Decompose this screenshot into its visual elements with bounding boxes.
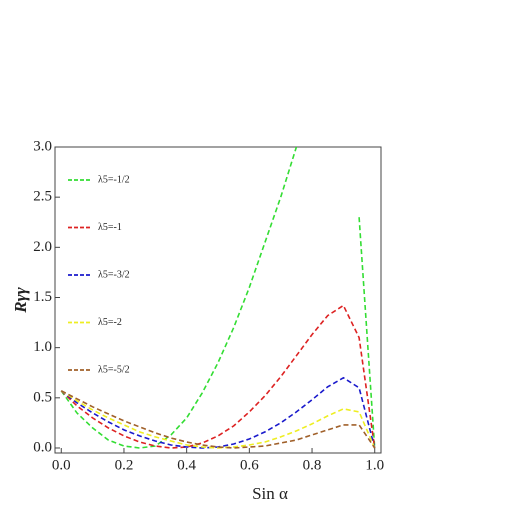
y-tick-label: 2.5: [33, 189, 52, 205]
x-tick-label: 0.2: [115, 457, 134, 473]
y-tick-label: 1.0: [33, 339, 52, 355]
y-tick-label: 2.0: [33, 239, 52, 255]
y-axis-label: Rγγ: [11, 286, 30, 313]
series-line: [60, 390, 376, 449]
series-line: [60, 390, 376, 449]
x-tick-label: 0.6: [240, 457, 259, 473]
plot-frame: [54, 146, 382, 454]
plot-lines: [60, 147, 376, 449]
legend-label: λ5=-1/2: [98, 174, 130, 185]
y-tick-label: 1.5: [33, 289, 52, 305]
legend-label: λ5=-1: [98, 222, 122, 233]
y-tick-label: 0.5: [33, 389, 52, 405]
series-line: [60, 147, 376, 449]
x-tick-label: 1.0: [365, 457, 384, 473]
series-line: [60, 376, 376, 449]
legend-label: λ5=-2: [98, 317, 122, 328]
y-tick-label: 3.0: [33, 138, 52, 154]
y-tick-label: 0.0: [33, 439, 52, 455]
x-tick-label: 0.8: [303, 457, 322, 473]
x-tick-label: 0.4: [177, 457, 196, 473]
legend-label: λ5=-5/2: [98, 364, 130, 375]
series-line: [60, 304, 376, 449]
legend-label: λ5=-3/2: [98, 269, 130, 280]
x-axis-label: Sin α: [252, 484, 288, 503]
x-tick-label: 0.0: [52, 457, 71, 473]
